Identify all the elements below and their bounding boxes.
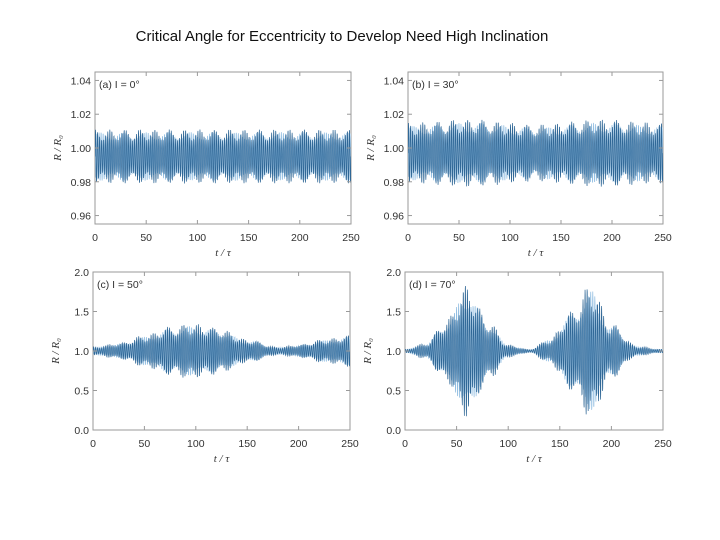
x-tick-label: 150 (240, 232, 258, 244)
y-tick-label: 0.5 (386, 386, 401, 398)
y-tick-label: 1.02 (384, 109, 405, 121)
panel-label: (d) I = 70° (409, 279, 456, 291)
x-tick-label: 200 (290, 438, 308, 450)
x-tick-label: 100 (501, 232, 519, 244)
series-line (408, 119, 663, 187)
y-tick-label: 0.96 (384, 211, 405, 223)
y-axis-label: R / R₀ (362, 338, 374, 365)
chart-panel-4: 0 50 100 150 200 250 0.0 0.5 1.0 1.5 2.0 t / τ R / R… (362, 267, 672, 465)
y-tick-label: 0.0 (74, 425, 89, 437)
x-tick-label: 200 (603, 438, 621, 450)
y-tick-label: 1.04 (71, 75, 92, 87)
y-tick-label: 1.0 (386, 346, 401, 358)
y-axis-label: R / R₀ (52, 135, 64, 162)
y-tick-label: 0.0 (386, 425, 401, 437)
y-tick-label: 1.00 (71, 143, 92, 155)
y-tick-label: 0.98 (384, 177, 405, 189)
y-tick-label: 1.02 (71, 109, 92, 121)
x-axis-label: t / τ (528, 247, 545, 259)
y-tick-label: 1.0 (74, 346, 89, 358)
panel-label: (b) I = 30° (412, 79, 459, 91)
x-tick-label: 50 (453, 232, 465, 244)
chart-panel-1: 0 50 100 150 200 250 0.96 0.98 1.00 1.02 1.04 t / τ… (52, 71, 360, 259)
x-tick-label: 0 (405, 232, 411, 244)
x-tick-label: 150 (238, 438, 256, 450)
chart-panel-2: 0 50 100 150 200 250 0.96 0.98 1.00 1.02 1.04 t / τ… (365, 71, 672, 259)
x-tick-label: 250 (341, 438, 359, 450)
y-tick-label: 0.98 (71, 177, 92, 189)
y-tick-label: 2.0 (74, 267, 89, 279)
x-tick-label: 250 (342, 232, 360, 244)
x-tick-label: 50 (140, 232, 152, 244)
series-line (93, 324, 350, 378)
x-tick-label: 250 (654, 438, 672, 450)
y-tick-label: 1.5 (74, 307, 89, 319)
y-tick-label: 2.0 (386, 267, 401, 279)
x-tick-label: 50 (139, 438, 151, 450)
y-tick-label: 0.96 (71, 211, 92, 223)
y-tick-label: 0.5 (74, 386, 89, 398)
y-tick-label: 1.5 (386, 307, 401, 319)
y-tick-label: 1.04 (384, 75, 405, 87)
x-tick-label: 50 (451, 438, 463, 450)
x-tick-label: 250 (654, 232, 672, 244)
y-axis-label: R / R₀ (50, 338, 62, 365)
x-tick-label: 0 (402, 438, 408, 450)
y-axis-label: R / R₀ (365, 135, 377, 162)
panel-label: (a) I = 0° (99, 79, 140, 91)
x-tick-label: 200 (291, 232, 309, 244)
series-line (95, 129, 351, 184)
x-tick-label: 0 (92, 232, 98, 244)
x-tick-label: 100 (187, 438, 205, 450)
x-tick-label: 150 (552, 232, 570, 244)
x-tick-label: 100 (189, 232, 207, 244)
x-tick-label: 150 (551, 438, 569, 450)
x-axis-label: t / τ (215, 247, 232, 259)
x-tick-label: 100 (499, 438, 517, 450)
x-axis-label: t / τ (526, 453, 543, 465)
panel-label: (c) I = 50° (97, 279, 143, 291)
series-line (405, 285, 663, 417)
x-axis-label: t / τ (214, 453, 231, 465)
x-tick-label: 200 (603, 232, 621, 244)
x-tick-label: 0 (90, 438, 96, 450)
slide-title: Critical Angle for Eccentricity to Devel… (135, 28, 549, 45)
y-tick-label: 1.00 (384, 143, 405, 155)
chart-panel-3: 0 50 100 150 200 250 0.0 0.5 1.0 1.5 2.0 t / τ R / R… (50, 267, 359, 465)
